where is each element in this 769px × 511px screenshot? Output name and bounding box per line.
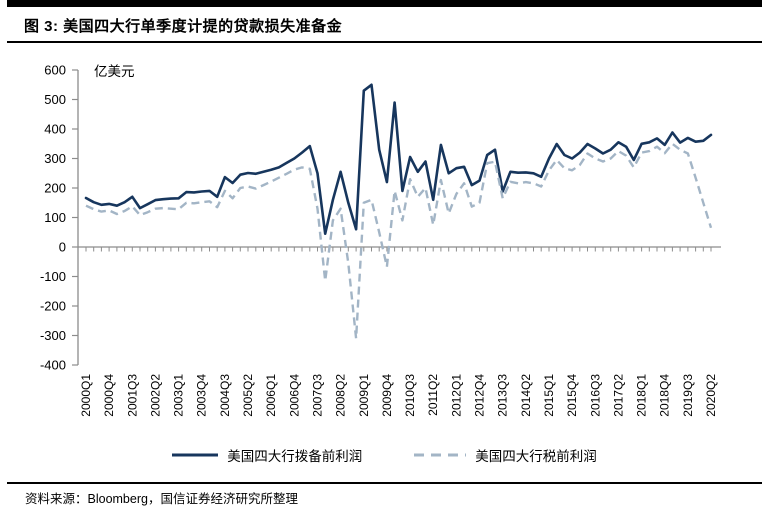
x-tick-label: 2008Q2 [334, 374, 348, 417]
source-divider [7, 482, 762, 484]
x-tick-label: 2018Q4 [658, 374, 672, 417]
x-tick-label: 2013Q3 [496, 374, 510, 417]
x-tick-label: 2015Q1 [542, 374, 556, 417]
x-tick-label: 2017Q2 [611, 374, 625, 417]
y-tick-label: -200 [40, 299, 66, 314]
legend-item-ppnr: 美国四大行拨备前利润 [172, 445, 362, 465]
legend-item-pretax: 美国四大行税前利润 [414, 445, 597, 465]
y-tick-label: 100 [44, 210, 66, 225]
x-tick-label: 2016Q3 [588, 374, 602, 417]
legend-label-pretax: 美国四大行税前利润 [475, 449, 597, 464]
x-tick-label: 2010Q3 [403, 374, 417, 417]
legend-label-ppnr: 美国四大行拨备前利润 [227, 449, 363, 464]
x-tick-label: 2018Q1 [635, 374, 649, 417]
x-tick-label: 2020Q2 [704, 374, 718, 417]
y-tick-label: 200 [44, 181, 66, 196]
series-line-0 [84, 83, 713, 235]
x-tick-label: 2001Q3 [125, 374, 139, 417]
source-text: 资料来源：Bloomberg，国信证券经济研究所整理 [25, 492, 298, 506]
x-tick-label: 2015Q4 [565, 374, 579, 417]
y-tick-label: -100 [40, 269, 66, 284]
x-tick-label: 2007Q3 [311, 374, 325, 417]
series-line-1 [85, 142, 713, 340]
figure-title: 图 3: 美国四大行单季度计提的贷款损失准备金 [24, 18, 343, 35]
solid-line-swatch [172, 453, 219, 457]
x-tick-label: 2009Q4 [380, 374, 394, 417]
x-tick-label: 2019Q3 [681, 374, 695, 417]
x-tick-label: 2012Q4 [473, 374, 487, 417]
x-tick-label: 2003Q4 [195, 374, 209, 417]
x-tick-label: 2005Q2 [241, 374, 255, 417]
x-tick-label: 2012Q1 [449, 374, 463, 417]
y-tick-label: 500 [44, 92, 66, 107]
x-tick-label: 2000Q4 [102, 374, 116, 417]
x-tick-label: 2000Q1 [79, 374, 93, 417]
y-tick-label: 400 [44, 122, 66, 137]
title-divider [7, 41, 762, 43]
y-tick-label: -300 [40, 328, 66, 343]
x-tick-label: 2003Q1 [172, 374, 186, 417]
chart-legend: 美国四大行拨备前利润 美国四大行税前利润 [0, 445, 769, 465]
x-tick-label: 2009Q1 [357, 374, 371, 417]
x-tick-label: 2011Q2 [426, 374, 440, 416]
y-tick-label: -400 [40, 358, 66, 373]
chart-canvas: 600 500 400 300 200 100 0 -100 -200 -300 -400 亿美元 20… [40, 63, 721, 417]
x-tick-label: 2006Q1 [264, 374, 278, 417]
y-unit-label: 亿美元 [94, 64, 135, 79]
x-tick-label: 2002Q2 [148, 374, 162, 417]
x-tick-label: 2004Q3 [218, 374, 232, 417]
x-tick-label: 2014Q2 [519, 374, 533, 417]
x-tick-label: 2006Q4 [287, 374, 301, 417]
y-tick-label: 0 [59, 240, 66, 255]
y-tick-label: 300 [44, 151, 66, 166]
y-tick-label: 600 [44, 63, 66, 78]
dashed-line-swatch [414, 453, 467, 457]
top-rule [7, 0, 762, 7]
